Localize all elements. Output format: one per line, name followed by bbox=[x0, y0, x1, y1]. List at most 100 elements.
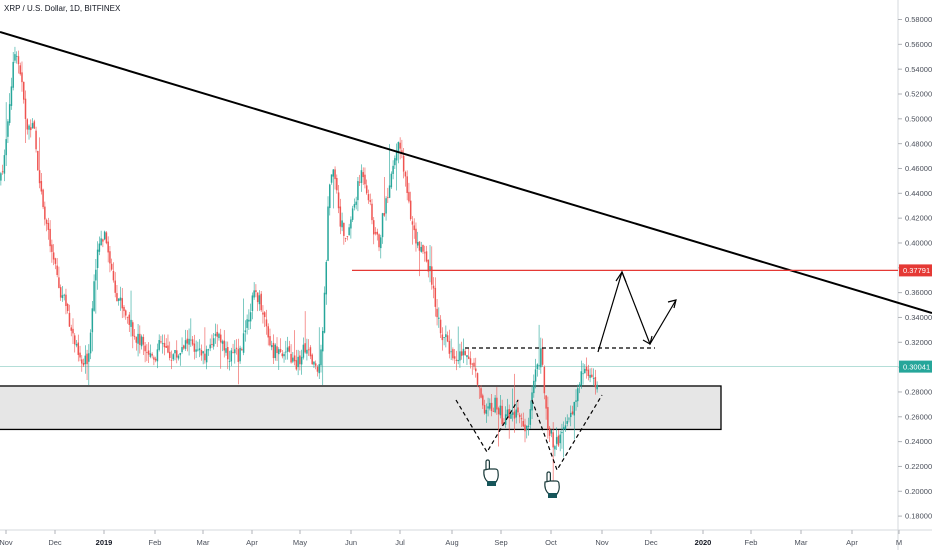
candle-body bbox=[554, 446, 556, 450]
time-tick-label: Apr bbox=[846, 538, 858, 547]
candle-body bbox=[453, 356, 456, 359]
candle-body bbox=[376, 231, 379, 235]
candle-body bbox=[569, 412, 572, 418]
candle-body bbox=[483, 405, 486, 414]
candle-body bbox=[77, 342, 80, 355]
candle-body bbox=[385, 198, 387, 214]
arrow-head-up bbox=[615, 270, 627, 283]
candle-body bbox=[390, 173, 393, 188]
candle-body bbox=[211, 343, 213, 345]
candle-body bbox=[121, 298, 123, 309]
candle-body bbox=[263, 312, 266, 318]
candle-body bbox=[258, 295, 261, 305]
time-tick-label: Mar bbox=[197, 538, 210, 547]
candle-body bbox=[256, 292, 259, 303]
candle-body bbox=[323, 292, 326, 333]
candle-body bbox=[262, 312, 264, 315]
candle-body bbox=[517, 407, 519, 413]
candle-body bbox=[146, 351, 148, 353]
candle-body bbox=[45, 219, 48, 224]
time-tick-label: Nov bbox=[0, 538, 13, 547]
candle-body bbox=[513, 411, 516, 419]
candle-body bbox=[102, 239, 104, 242]
candle-body bbox=[66, 304, 69, 312]
candle-body bbox=[339, 206, 342, 227]
candle-body bbox=[497, 408, 500, 415]
candle-body bbox=[587, 369, 590, 377]
candle-body bbox=[364, 174, 366, 185]
candle-body bbox=[186, 338, 189, 344]
candle-body bbox=[378, 234, 380, 248]
candle-body bbox=[195, 349, 197, 352]
hand-palm bbox=[544, 480, 560, 495]
candle-body bbox=[508, 409, 510, 419]
candle-body bbox=[316, 366, 319, 372]
candle-body bbox=[103, 231, 106, 240]
candle-body bbox=[86, 353, 88, 365]
candle-body bbox=[429, 266, 431, 272]
candle-body bbox=[371, 203, 373, 221]
projected-path bbox=[597, 270, 677, 353]
candle-body bbox=[30, 127, 32, 131]
time-tick-label: Mar bbox=[795, 538, 808, 547]
candle-body bbox=[37, 150, 39, 171]
candle-body bbox=[487, 406, 489, 409]
candle-body bbox=[358, 181, 361, 183]
price-tick-label: 0.58000 bbox=[905, 15, 932, 24]
candle-body bbox=[216, 331, 218, 337]
candle-body bbox=[279, 349, 282, 352]
price-tick-label: 0.18000 bbox=[905, 512, 932, 521]
candle-body bbox=[362, 172, 364, 178]
candle-body bbox=[466, 355, 468, 358]
candle-body bbox=[14, 54, 16, 61]
candle-body bbox=[239, 347, 241, 362]
descending-trendline bbox=[0, 31, 932, 314]
candle-body bbox=[202, 351, 204, 354]
candle-body bbox=[573, 401, 576, 416]
candle-body bbox=[251, 295, 254, 311]
candle-body bbox=[562, 427, 565, 430]
candle-body bbox=[538, 364, 540, 366]
candle-body bbox=[300, 356, 303, 365]
candle-body bbox=[84, 355, 87, 365]
candle-body bbox=[163, 342, 166, 348]
candle-body bbox=[427, 259, 430, 272]
candle-body bbox=[492, 410, 495, 412]
candle-body bbox=[459, 351, 461, 361]
candle-body bbox=[510, 413, 512, 419]
candle-body bbox=[290, 353, 292, 363]
candle-body bbox=[130, 319, 132, 327]
candle-body bbox=[10, 86, 13, 106]
candle-body bbox=[397, 142, 400, 153]
candle-body bbox=[123, 306, 125, 312]
candle-body bbox=[58, 277, 60, 288]
candle-body bbox=[489, 402, 491, 409]
candle-body bbox=[329, 184, 331, 209]
candle-body bbox=[432, 285, 435, 289]
candle-body bbox=[365, 185, 368, 194]
candle-body bbox=[133, 335, 136, 337]
arrow-head-final bbox=[667, 299, 677, 309]
candle-body bbox=[536, 364, 539, 370]
candle-body bbox=[504, 414, 507, 425]
candle-body bbox=[17, 56, 20, 65]
candle-body bbox=[293, 355, 296, 362]
candle-body bbox=[411, 221, 414, 225]
candle-body bbox=[452, 349, 454, 359]
candle-body bbox=[401, 150, 403, 154]
time-tick-label: Nov bbox=[595, 538, 609, 547]
candle-body bbox=[464, 351, 466, 356]
candle-body bbox=[457, 359, 459, 362]
candle-body bbox=[68, 312, 71, 327]
candle-body bbox=[518, 414, 521, 418]
candle-body bbox=[295, 360, 298, 370]
candle-body bbox=[272, 342, 275, 359]
candle-body bbox=[313, 361, 315, 365]
candle-body bbox=[232, 352, 234, 354]
candle-body bbox=[506, 409, 509, 416]
candle-body bbox=[557, 435, 560, 446]
hand-palm bbox=[483, 468, 499, 483]
candle-body bbox=[524, 424, 526, 432]
candle-body bbox=[527, 425, 530, 427]
